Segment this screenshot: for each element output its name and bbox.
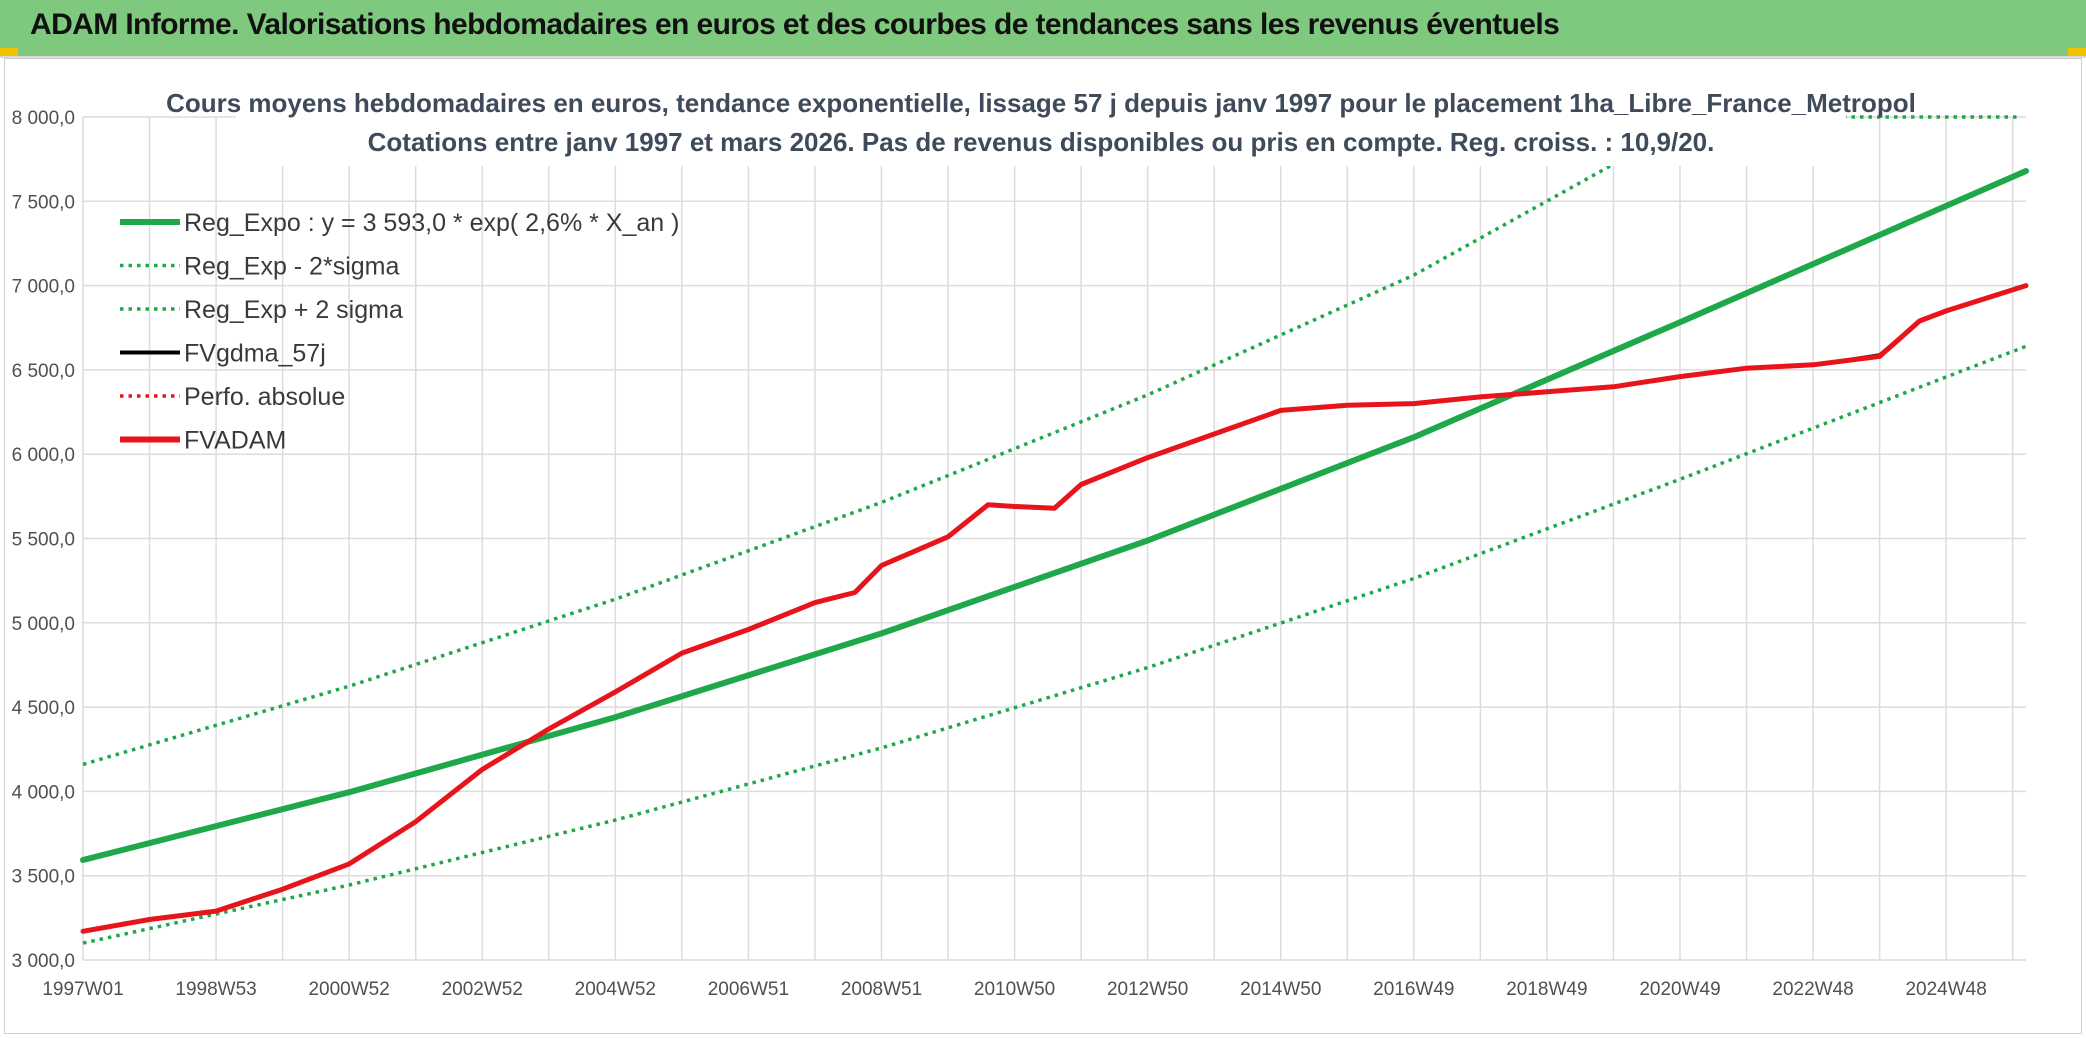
- series-lines: [80, 115, 2029, 945]
- corner-mark-right: [2068, 48, 2086, 56]
- y-tick-label: 8 000,0: [12, 108, 75, 129]
- legend-label: FVgdma_57j: [184, 340, 326, 368]
- title-backdrop: [236, 86, 1846, 166]
- y-tick-label: 7 000,0: [12, 277, 75, 298]
- y-tick-label: 3 500,0: [12, 867, 75, 888]
- x-tick-label: 2018W49: [1506, 979, 1587, 1000]
- chart-frame: [4, 58, 2082, 1034]
- corner-mark-left: [0, 48, 18, 56]
- y-tick-label: 4 500,0: [12, 698, 75, 719]
- series-line: [81, 284, 2028, 933]
- x-tick-label: 2002W52: [442, 979, 523, 1000]
- legend: Reg_Expo : y = 3 593,0 * exp( 2,6% * X_a…: [120, 209, 679, 455]
- series-line: [82, 344, 2027, 945]
- y-tick-label: 6 000,0: [12, 445, 75, 466]
- legend-label: Reg_Exp + 2 sigma: [184, 296, 403, 324]
- x-tick-label: 1998W53: [175, 979, 256, 1000]
- y-tick-label: 5 500,0: [12, 530, 75, 551]
- report-title: ADAM Informe. Valorisations hebdomadaire…: [30, 8, 1560, 41]
- x-axis-ticks: 1997W01 1998W53 2000W52 2002W52 2004W52 2006W…: [42, 979, 1986, 1000]
- grid: [82, 116, 2026, 961]
- legend-label: Reg_Expo : y = 3 593,0 * exp( 2,6% * X_a…: [184, 209, 679, 237]
- series-line: [80, 168, 2029, 863]
- x-tick-label: 2008W51: [841, 979, 922, 1000]
- x-tick-label: 2012W50: [1107, 979, 1188, 1000]
- x-tick-label: 2024W48: [1905, 979, 1986, 1000]
- x-tick-label: 2006W51: [708, 979, 789, 1000]
- x-tick-label: 2016W49: [1373, 979, 1454, 1000]
- x-tick-label: 1997W01: [42, 979, 123, 1000]
- x-tick-label: 2014W50: [1240, 979, 1321, 1000]
- y-tick-label: 7 500,0: [12, 192, 75, 213]
- series-line: [80, 283, 2029, 934]
- y-tick-label: 3 000,0: [12, 951, 75, 972]
- chart-subtitle: Cotations entre janv 1997 et mars 2026. …: [368, 127, 1715, 157]
- legend-label: FVADAM: [184, 427, 286, 455]
- x-tick-label: 2020W49: [1639, 979, 1720, 1000]
- y-tick-label: 5 000,0: [12, 614, 75, 635]
- x-tick-label: 2004W52: [575, 979, 656, 1000]
- y-tick-label: 6 500,0: [12, 361, 75, 382]
- y-tick-label: 4 000,0: [12, 782, 75, 803]
- chart-title: Cours moyens hebdomadaires en euros, ten…: [166, 88, 1916, 118]
- legend-label: Reg_Exp - 2*sigma: [184, 253, 399, 281]
- legend-label: Perfo. absolue: [184, 383, 345, 411]
- x-tick-label: 2000W52: [308, 979, 389, 1000]
- x-tick-label: 2022W48: [1772, 979, 1853, 1000]
- x-tick-label: 2010W50: [974, 979, 1055, 1000]
- y-axis-ticks: 3 000,0 3 500,0 4 000,0 4 500,0 5 000,0 5 500…: [12, 108, 75, 972]
- report-header: ADAM Informe. Valorisations hebdomadaire…: [0, 0, 2086, 58]
- series-line: [82, 162, 1615, 767]
